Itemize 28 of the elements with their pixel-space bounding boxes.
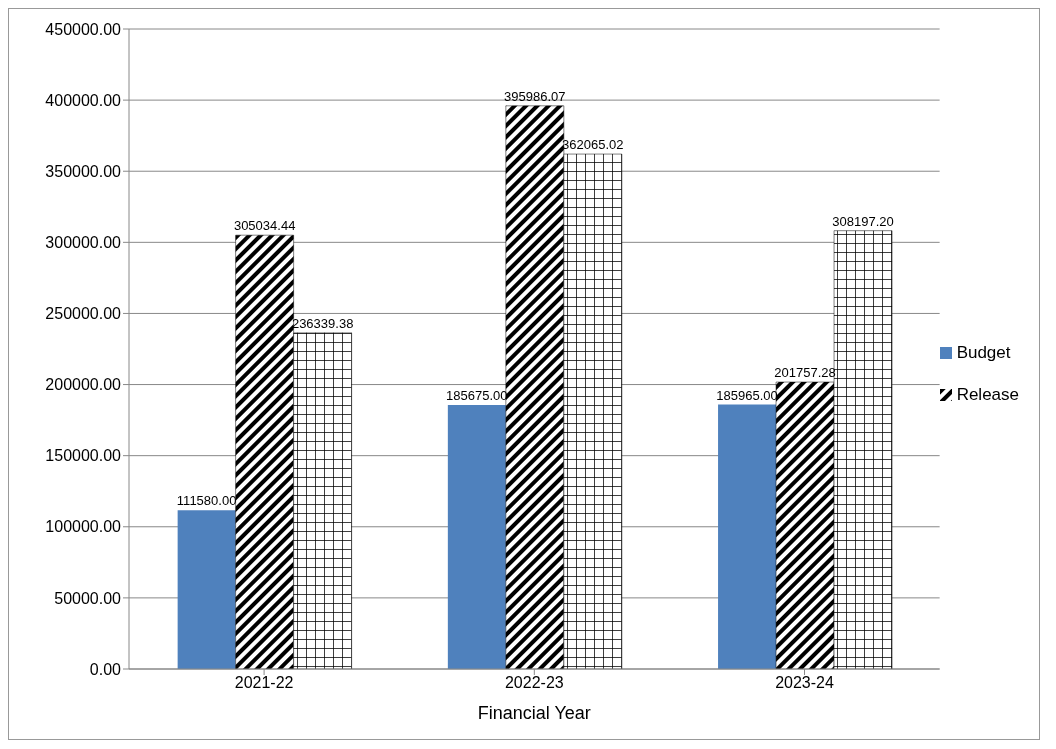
data-label: 305034.44 <box>233 218 296 234</box>
y-tick-label: 250000.00 <box>45 305 122 323</box>
data-label: 362065.02 <box>562 137 624 153</box>
data-label: 185965.00 <box>716 387 778 403</box>
x-tick-label: 2022-23 <box>504 674 564 692</box>
data-label: 395986.07 <box>504 88 566 104</box>
data-label: 185675.00 <box>446 387 508 403</box>
y-tick-label: 100000.00 <box>45 518 122 536</box>
x-tick-label: 2023-24 <box>775 674 834 692</box>
x-axis-title: Financial Year <box>477 703 591 723</box>
y-tick-label: 0.00 <box>89 660 122 678</box>
data-label: 308197.20 <box>832 213 894 229</box>
data-label: 236339.38 <box>291 315 354 331</box>
legend-label: Budget <box>956 343 1011 363</box>
y-tick-label: 300000.00 <box>45 234 122 252</box>
y-tick-label: 200000.00 <box>45 376 122 394</box>
y-tick-label: 350000.00 <box>45 162 122 180</box>
y-tick-label: 150000.00 <box>45 447 122 465</box>
data-label: 111580.00 <box>176 493 237 509</box>
bar <box>177 510 236 669</box>
x-tick-label: 2021-22 <box>234 674 294 692</box>
legend-label: Release <box>956 385 1019 405</box>
data-label: 201757.28 <box>774 365 836 381</box>
y-tick-label: 400000.00 <box>45 91 122 109</box>
bar <box>447 404 506 669</box>
y-tick-label: 50000.00 <box>54 589 122 607</box>
y-tick-label: 450000.00 <box>45 20 122 38</box>
bar <box>718 404 777 669</box>
